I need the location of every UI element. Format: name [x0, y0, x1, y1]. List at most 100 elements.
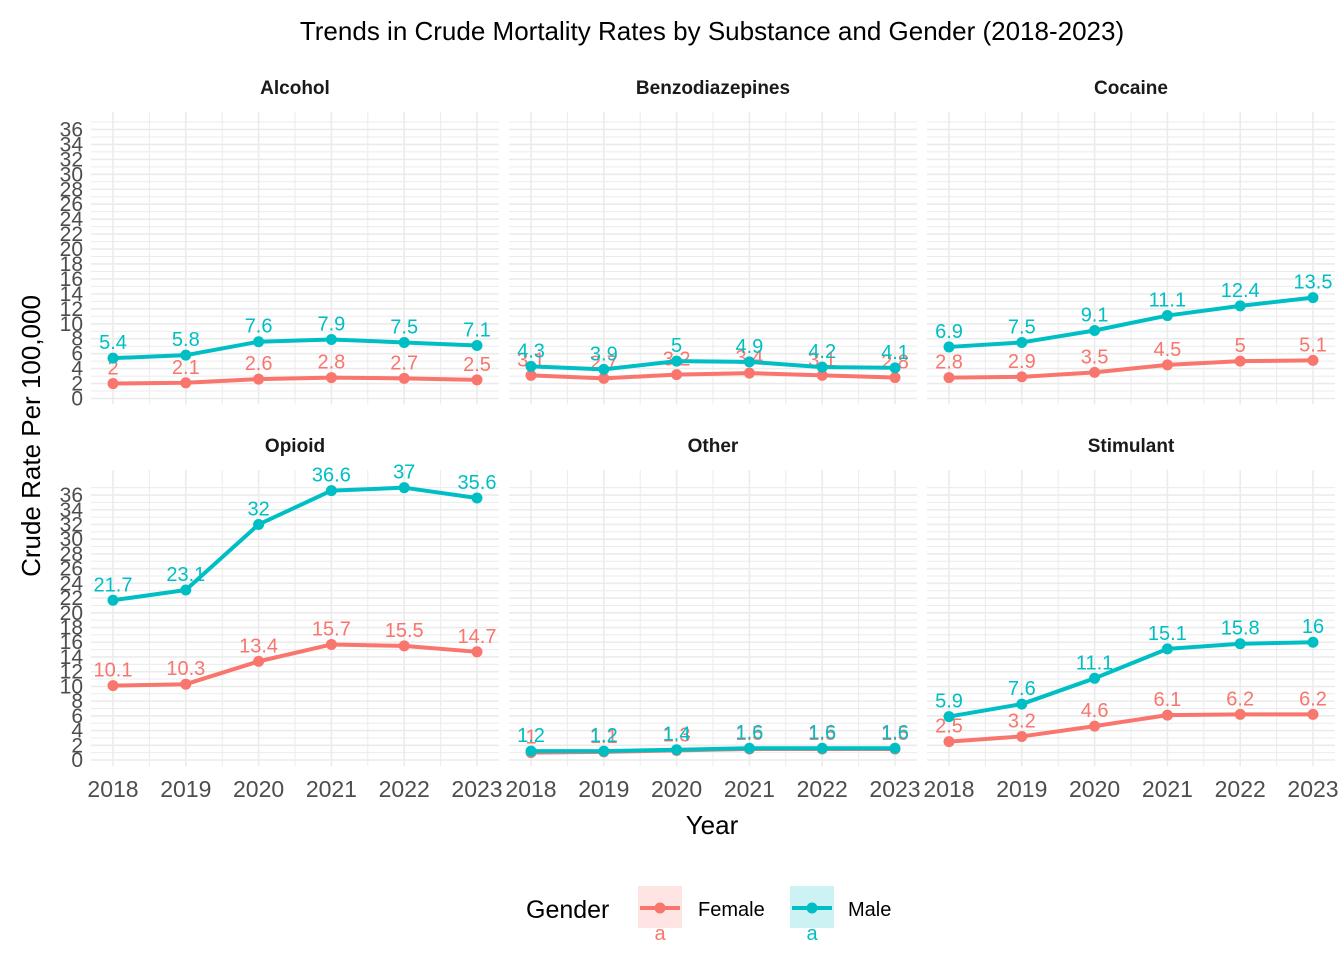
y-tick-label: 24 [60, 572, 84, 595]
data-point [598, 745, 610, 757]
x-tick-label: 2021 [1142, 776, 1193, 802]
legend-title: Gender [526, 896, 609, 924]
x-axis-ticks: 2018 2019 2020 2021 2022 2023 [505, 776, 920, 802]
y-tick-label: 0 [71, 388, 83, 411]
data-point [107, 378, 119, 390]
series-male: 5.9 7.6 11.1 15.1 15.8 16 [935, 616, 1324, 723]
data-label: 13.4 [239, 635, 278, 657]
data-point [743, 742, 755, 754]
data-label: 5.1 [1299, 334, 1327, 356]
y-axis-label: Crude Rate Per 100,000 [16, 295, 46, 577]
series-line [530, 371, 896, 381]
data-point [1307, 636, 1319, 648]
data-point [743, 356, 755, 368]
y-tick-label: 16 [60, 631, 83, 654]
data-point [1016, 698, 1028, 710]
y-tick-label: 22 [60, 587, 83, 610]
y-tick-label: 26 [60, 558, 83, 581]
data-point [598, 372, 610, 384]
data-point [816, 361, 828, 373]
data-label: 2.6 [245, 353, 273, 375]
data-label: 37 [393, 462, 415, 484]
facet-strip-label: Cocaine [1094, 78, 1168, 99]
series-male: 1.2 1.2 1.4 1.6 1.6 1.6 [517, 722, 909, 757]
data-point [671, 744, 683, 756]
data-label: 6.1 [1153, 689, 1181, 711]
x-tick-label: 2019 [160, 776, 211, 802]
data-label: 9.1 [1081, 304, 1109, 326]
data-label: 4.9 [735, 336, 763, 358]
data-label: 1.5 [735, 723, 763, 745]
facet-strip-label: Opioid [265, 436, 325, 457]
data-point [743, 367, 755, 379]
data-point [107, 594, 119, 606]
series-female: 2.5 3.2 4.6 6.1 6.2 6.2 [935, 688, 1327, 748]
data-point [1016, 730, 1028, 742]
data-label: 1.4 [663, 724, 691, 746]
data-label: 1.5 [881, 723, 909, 745]
data-point [471, 492, 483, 504]
data-point [325, 485, 337, 497]
data-point [1089, 324, 1101, 336]
y-tick-label: 2 [71, 734, 83, 757]
data-point [253, 373, 265, 385]
data-label: 1.6 [735, 722, 763, 744]
x-tick-label: 2020 [651, 776, 702, 802]
y-tick-label: 4 [71, 358, 83, 381]
data-point [671, 355, 683, 367]
data-point [253, 336, 265, 348]
facet-strip-label: Stimulant [1088, 436, 1175, 457]
data-point [398, 482, 410, 494]
x-tick-label: 2022 [797, 776, 848, 802]
data-label: 4.3 [517, 340, 545, 362]
data-label: 4.5 [1153, 339, 1181, 361]
x-tick-label: 2023 [869, 776, 920, 802]
y-tick-label: 16 [60, 268, 83, 291]
data-label: 3.5 [1081, 346, 1109, 368]
gridlines [91, 470, 499, 766]
data-label: 11.1 [1149, 290, 1186, 312]
y-tick-label: 10 [60, 675, 83, 698]
data-label: 4.6 [1081, 700, 1109, 722]
y-tick-label: 32 [60, 148, 83, 171]
y-tick-label: 10 [60, 313, 83, 336]
data-point [1234, 300, 1246, 312]
y-tick-label: 24 [60, 208, 84, 231]
data-point [107, 352, 119, 364]
x-tick-label: 2018 [505, 776, 556, 802]
data-point [1307, 354, 1319, 366]
data-point [1161, 643, 1173, 655]
legend-key-point [654, 902, 666, 914]
data-label: 21.7 [94, 574, 133, 596]
data-label: 10.3 [166, 658, 205, 680]
legend-key-text-glyph: a [806, 923, 818, 945]
series-line [112, 642, 478, 688]
y-tick-label: 28 [60, 178, 83, 201]
data-label: 10.1 [94, 660, 133, 682]
legend-key-text-glyph: a [654, 923, 666, 945]
data-point [180, 377, 192, 389]
data-label: 2.8 [317, 352, 345, 374]
facet-panel-opioid: Opioid0246810121416182022242628303234362… [60, 436, 503, 802]
data-label: 1.5 [808, 723, 836, 745]
data-point [1089, 720, 1101, 732]
data-point [398, 372, 410, 384]
data-point [598, 363, 610, 375]
y-tick-label: 28 [60, 543, 83, 566]
data-label: 16 [1302, 616, 1324, 638]
y-tick-label: 30 [60, 163, 83, 186]
data-point [889, 362, 901, 374]
data-point [889, 372, 901, 384]
data-point [1161, 310, 1173, 322]
x-axis-ticks: 2018 2019 2020 2021 2022 2023 [87, 776, 502, 802]
data-label: 5.8 [172, 329, 200, 351]
data-point [325, 372, 337, 384]
y-tick-label: 34 [60, 133, 84, 156]
x-tick-label: 2019 [578, 776, 629, 802]
data-point [1234, 355, 1246, 367]
data-point [671, 369, 683, 381]
y-tick-label: 20 [60, 602, 83, 625]
